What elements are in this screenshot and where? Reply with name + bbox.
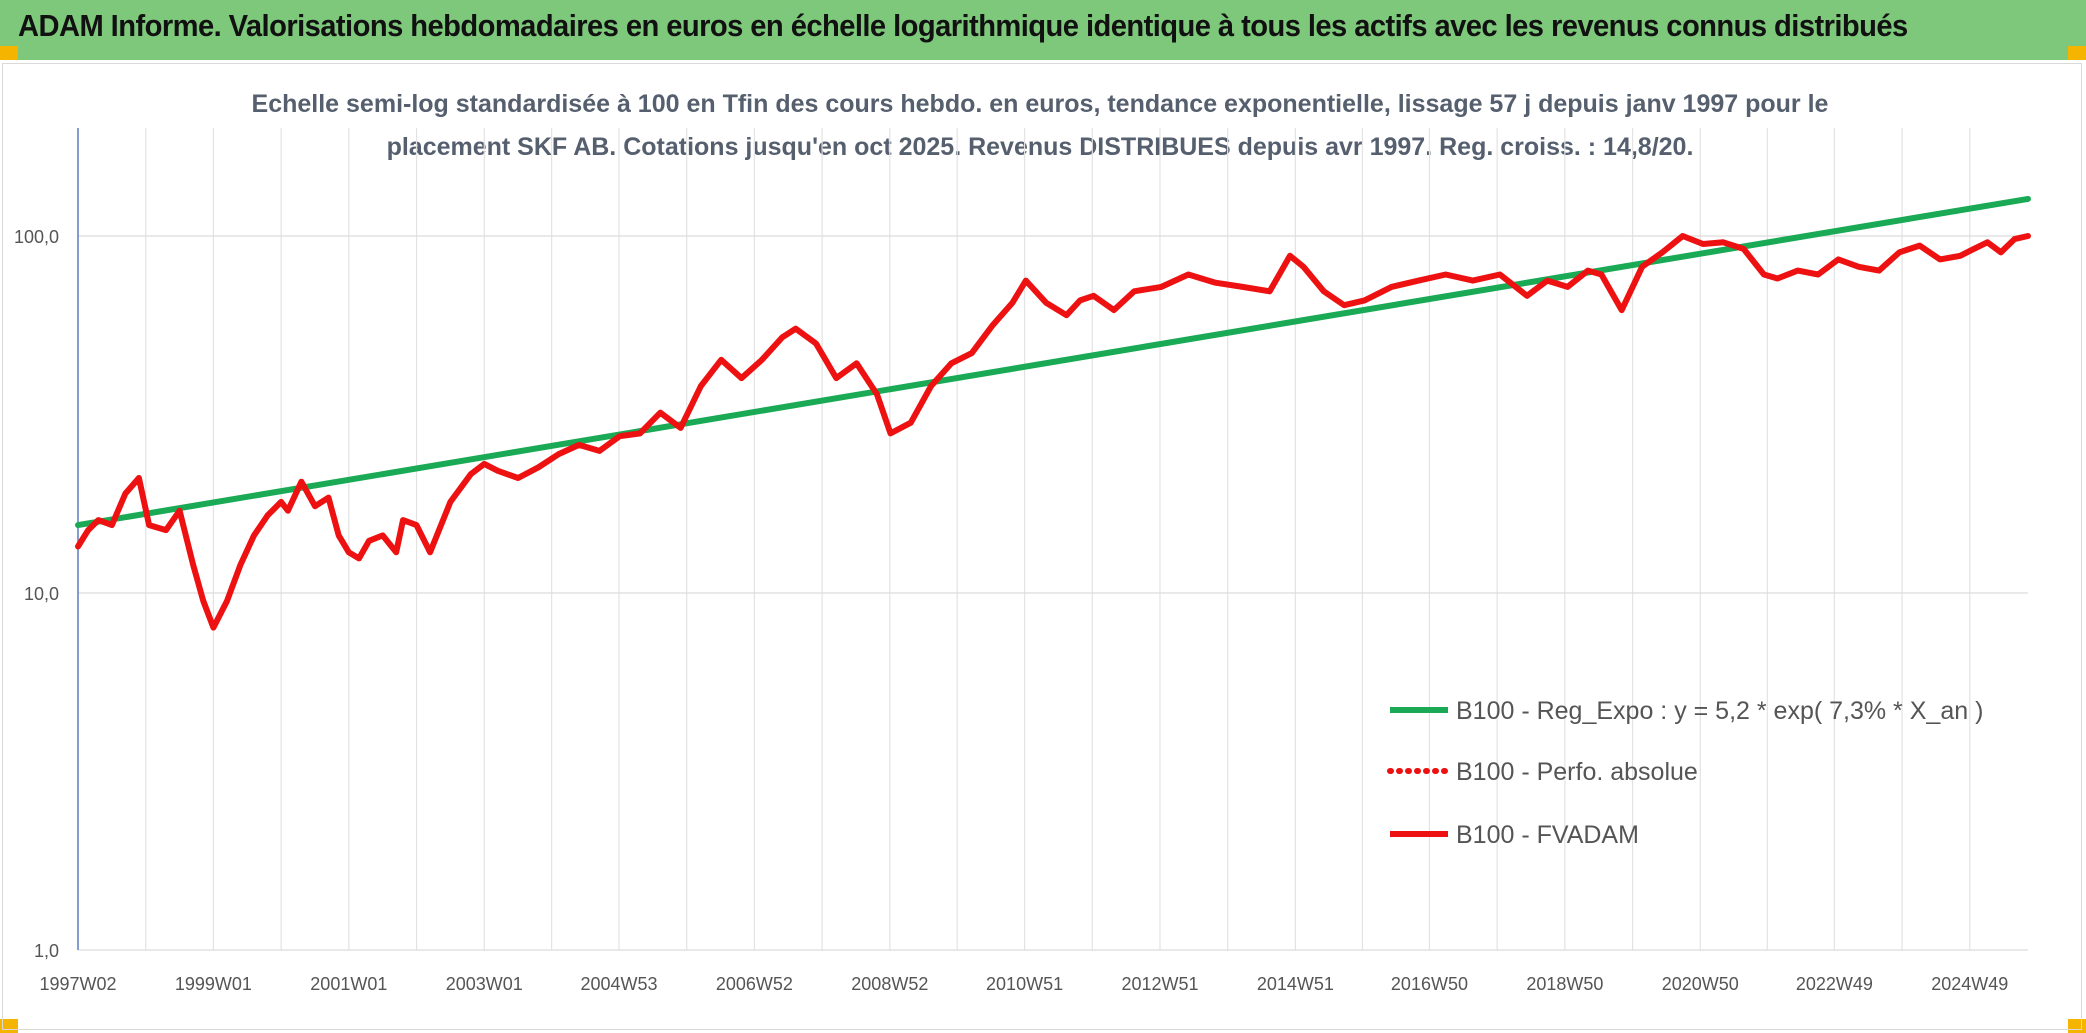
x-tick-label: 2024W49 [1931,974,2008,994]
x-tick-label: 2010W51 [986,974,1063,994]
x-tick-label: 2008W52 [851,974,928,994]
legend-label: B100 - Perfo. absolue [1456,758,1698,786]
report-title: ADAM Informe. Valorisations hebdomadaire… [18,8,1908,43]
corner-marker-top-right [2068,46,2086,60]
x-tick-label: 2020W50 [1662,974,1739,994]
x-tick-label: 1999W01 [175,974,252,994]
y-tick-label: 1,0 [34,941,59,961]
chart-title-line-1: Echelle semi-log standardisée à 100 en T… [251,90,1829,118]
x-tick-label: 2012W51 [1121,974,1198,994]
legend-label: B100 - FVADAM [1456,821,1639,849]
x-tick-label: 2003W01 [446,974,523,994]
y-tick-label: 100,0 [14,227,59,247]
chart-title-line-2: placement SKF AB. Cotations jusqu'en oct… [386,133,1694,161]
corner-marker-top-left [0,46,18,60]
legend-label: B100 - Reg_Expo : y = 5,2 * exp( 7,3% * … [1456,697,1983,725]
x-tick-label: 2004W53 [580,974,657,994]
x-tick-label: 2006W52 [716,974,793,994]
x-tick-label: 2018W50 [1526,974,1603,994]
x-tick-label: 2014W51 [1257,974,1334,994]
header-banner: ADAM Informe. Valorisations hebdomadaire… [0,0,2086,60]
series-line-reg-expo [75,195,2031,529]
series-line-fvadam [75,233,2031,631]
x-tick-label: 2016W50 [1391,974,1468,994]
chart-frame [2,63,2082,1030]
y-tick-label: 10,0 [24,584,59,604]
x-tick-label: 2022W49 [1796,974,1873,994]
x-tick-label: 2001W01 [310,974,387,994]
x-tick-label: 1997W02 [39,974,116,994]
